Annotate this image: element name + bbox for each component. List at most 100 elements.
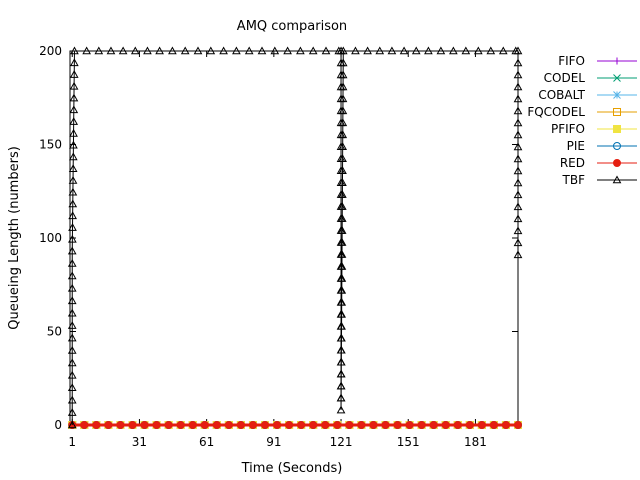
data-point [338,46,348,55]
data-point [453,421,462,429]
legend-entry-fqcodel: FQCODEL [527,105,637,119]
data-point [337,225,347,234]
data-point [513,190,523,199]
legend-marker [612,175,622,184]
legend: FIFO CODEL COBALT FQCODEL PFIFO PIE RED TBF [527,54,637,187]
data-point [244,46,254,55]
data-point [436,46,446,55]
x-tick-label: 151 [397,435,420,449]
data-point [70,46,79,55]
data-point [257,46,267,55]
data-point [513,130,523,139]
data-point [498,46,508,55]
data-point [321,46,331,55]
y-tick-label: 50 [47,325,62,339]
x-tick-label: 121 [330,435,353,449]
legend-label: FQCODEL [527,105,585,119]
data-point [363,46,372,55]
data-point [67,296,77,305]
data-point [67,345,77,354]
data-point [67,370,77,379]
data-point [338,70,348,79]
data-point [477,421,486,429]
data-point [80,421,89,429]
data-point [336,357,346,366]
data-point [273,421,282,429]
series-line [71,50,519,425]
legend-marker [613,125,621,133]
legend-marker [613,74,621,82]
data-point [513,94,523,103]
series-red [68,421,522,429]
x-tick-label: 61 [199,435,214,449]
data-point [338,190,347,198]
data-point [513,178,523,187]
x-tick-label: 91 [266,435,281,449]
data-point [345,421,354,429]
data-point [336,369,346,378]
data-point [514,421,522,429]
chart-title: AMQ comparison [237,19,347,34]
x-tick-label: 1 [68,435,76,449]
data-point [297,421,306,429]
data-point [67,308,77,317]
data-point [337,333,346,342]
data-point [424,46,433,55]
legend-marker [613,57,621,65]
data-point [333,421,342,429]
data-point [473,46,483,55]
data-point [143,46,152,55]
data-point [68,175,78,184]
plot-frame [69,50,519,426]
legend-label: PFIFO [551,122,585,136]
legend-entry-pie: PIE [567,139,637,153]
x-tick-label: 181 [464,435,487,449]
data-point [461,46,471,55]
legend-label: TBF [562,173,586,187]
data-point [224,421,233,429]
data-point [357,421,366,429]
data-point [465,421,474,429]
data-point [94,46,104,55]
data-point [338,154,347,163]
data-point [369,421,378,429]
data-point [336,393,346,402]
data-point [106,46,116,55]
data-point [68,234,77,243]
legend-label: RED [560,156,585,170]
data-point [188,421,197,429]
data-point [337,237,347,246]
data-point [180,46,190,55]
data-point [338,130,348,139]
data-point [337,309,346,318]
data-point [336,405,346,414]
data-point [513,82,523,91]
y-tick-label: 0 [54,418,62,432]
data-point [449,46,458,55]
data-point [296,46,305,55]
data-point [501,421,510,429]
legend-marker [613,159,621,167]
data-point [67,395,77,404]
legend-entry-codel: CODEL [544,71,637,85]
data-point [155,46,164,55]
legend-label: PIE [567,139,585,153]
data-point [206,46,216,55]
legend-entry-red: RED [560,156,637,170]
data-point [69,140,78,149]
data-point [337,273,347,282]
series-tbf [67,46,523,429]
data-point [337,297,347,306]
legend-marker [613,108,621,116]
x-tick-label: 31 [132,435,147,449]
data-point [168,46,177,55]
data-point [67,271,77,280]
data-point [381,421,390,429]
data-point [69,117,79,125]
data-point [68,187,78,196]
data-point [200,421,209,429]
data-point [67,420,77,429]
legend-label: FIFO [558,54,585,68]
data-point [219,46,228,55]
